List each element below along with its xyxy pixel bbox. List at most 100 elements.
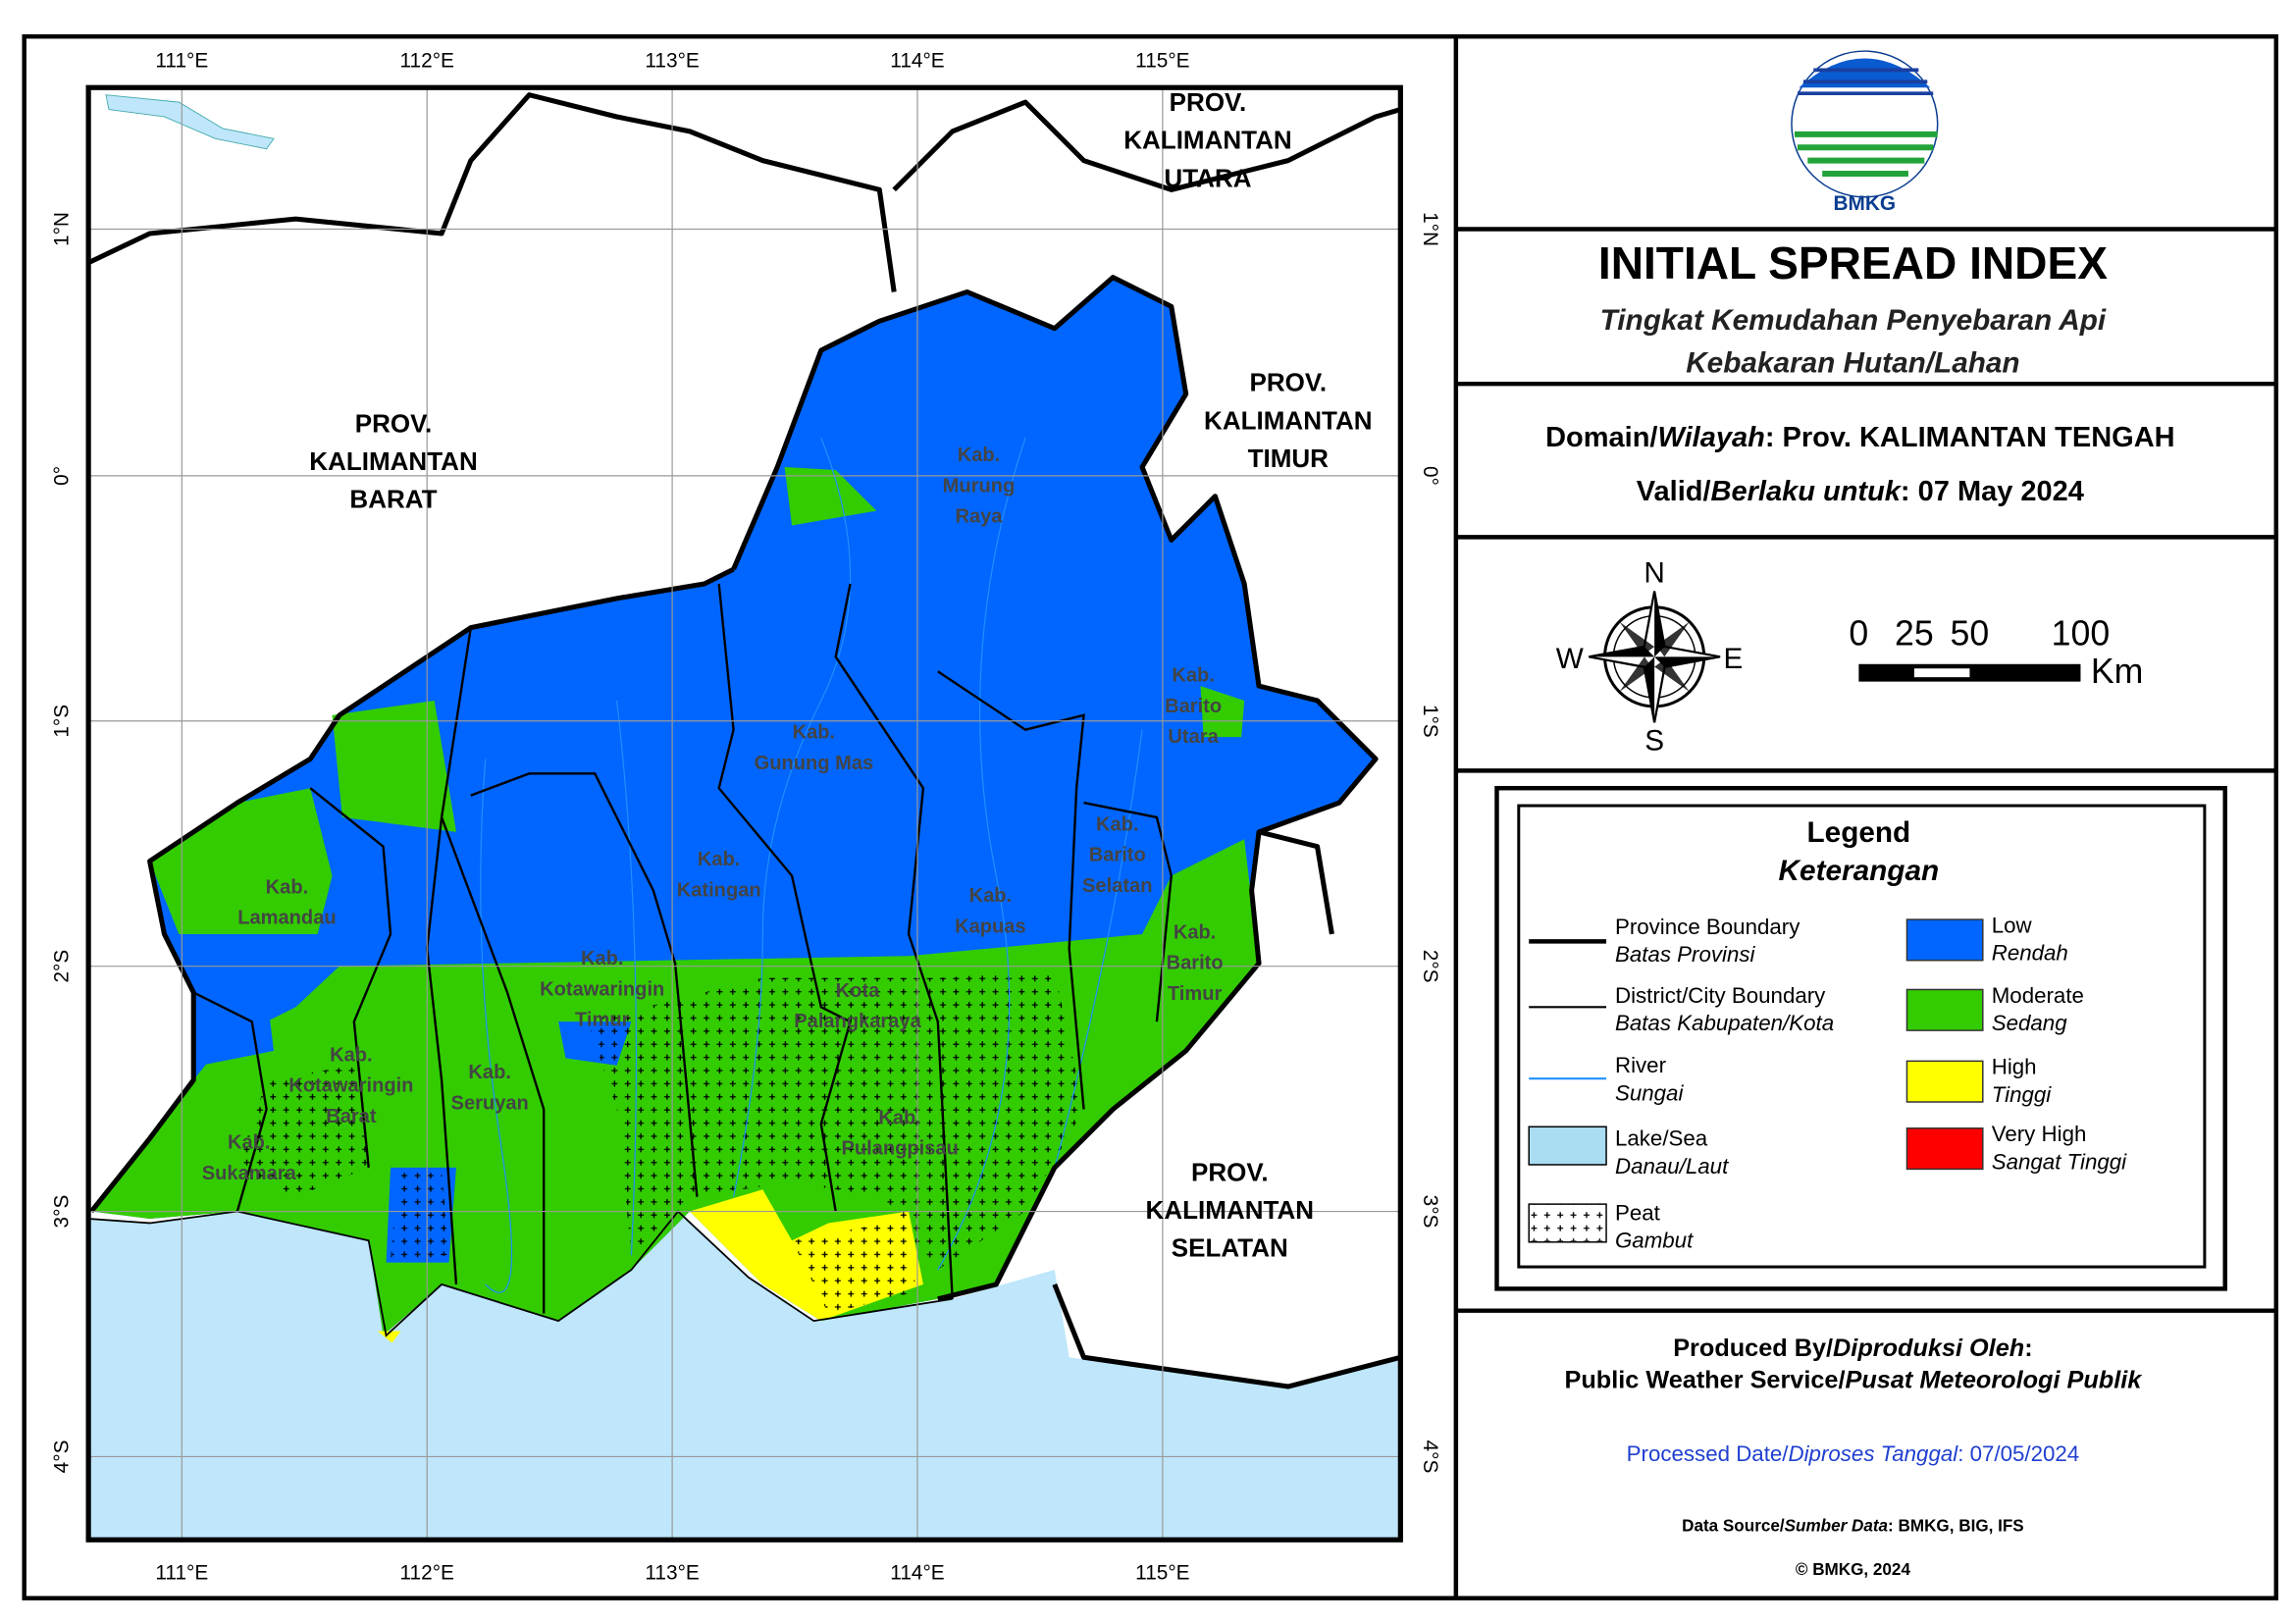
province-label: BARAT — [349, 485, 437, 514]
lat-tick-label: 0° — [50, 466, 73, 486]
scale-tick-label: 100 — [2052, 613, 2111, 653]
district-label: Sukamara — [202, 1163, 297, 1184]
map: PROV. KALIMANTAN UTARA PROV. KALIMANTAN BARAT… — [88, 87, 1401, 1541]
legend-swatch — [1905, 1060, 1984, 1103]
producer: Public Weather Service/Pusat Meteorologi… — [1564, 1367, 2143, 1394]
subtitle: Tingkat Kemudahan Penyebaran Api — [1600, 304, 2107, 337]
compass-label: E — [1724, 643, 1744, 675]
compass-label: N — [1644, 556, 1664, 589]
lon-tick-label: 115°E — [1135, 49, 1189, 72]
province-label: KALIMANTAN — [1123, 126, 1291, 155]
legend-subtitle: Keterangan — [1779, 855, 1940, 887]
province-label: KALIMANTAN — [1146, 1195, 1314, 1225]
district-label: Kota — [836, 980, 880, 1002]
province-label: KALIMANTAN — [309, 446, 477, 476]
lat-tick-label: 4°S — [50, 1440, 73, 1474]
legend-sublabel: Rendah — [1992, 941, 2068, 966]
lat-tick-label: 3°S — [50, 1195, 73, 1229]
lat-tick-label: 2°S — [50, 950, 73, 983]
scale-tick-label: 0 — [1849, 613, 1868, 653]
lat-tick-label: 1°N — [1419, 212, 1441, 246]
scale-tick-label: 50 — [1951, 613, 1990, 653]
outer-border — [22, 33, 2278, 1600]
district-label: Kab. — [878, 1107, 921, 1128]
lat-tick-label: 2°S — [1419, 950, 1441, 983]
legend-swatch — [1905, 988, 1984, 1031]
legend-sublabel: Sungai — [1615, 1081, 1684, 1106]
district-label: Kab. — [266, 876, 309, 898]
lon-tick-label: 114°E — [890, 1561, 944, 1584]
legend-swatches — [1528, 939, 1607, 1243]
legend-sublabel: Batas Provinsi — [1615, 942, 1756, 967]
valid-date: Valid/Berlaku untuk: 07 May 2024 — [1637, 476, 2084, 507]
district-label: Utara — [1168, 726, 1219, 748]
district-label: Gunung Mas — [755, 753, 874, 774]
processed-date: Processed Date/Diproses Tanggal: 07/05/2… — [1627, 1441, 2080, 1466]
district-label: Timur — [1168, 983, 1223, 1005]
district-label: Kapuas — [955, 916, 1026, 937]
compass: N S E W — [1556, 556, 1744, 757]
province-label: SELATAN — [1172, 1233, 1288, 1263]
district-label: Barat — [326, 1106, 377, 1127]
lon-tick-label: 112°E — [400, 49, 454, 72]
province-label: PROV. — [1250, 368, 1328, 397]
subtitle: Kebakaran Hutan/Lahan — [1686, 346, 2019, 379]
data-source: Data Source/Sumber Data: BMKG, BIG, IFS — [1682, 1516, 2024, 1535]
legend-sublabel: Gambut — [1615, 1229, 1694, 1253]
legend-sublabel: Tinggi — [1992, 1082, 2053, 1107]
legend-label: Province Boundary — [1615, 915, 1800, 939]
district-label: Kab. — [1096, 813, 1139, 835]
province-label: PROV. — [355, 408, 433, 438]
lon-tick-label: 114°E — [890, 49, 944, 72]
province-label: UTARA — [1164, 163, 1251, 192]
title: INITIAL SPREAD INDEX — [1598, 237, 2108, 288]
legend-label: High — [1992, 1055, 2037, 1079]
province-label: PROV. — [1170, 87, 1247, 117]
district-label: Palangkaraya — [794, 1011, 921, 1032]
logo-text: BMKG — [1834, 192, 1897, 215]
district-label: Kab. — [793, 722, 836, 744]
legend-label: Peat — [1615, 1200, 1661, 1225]
logo: BMKG — [1791, 50, 1939, 215]
lon-tick-label: 111°E — [155, 1561, 208, 1584]
legend-label: River — [1615, 1053, 1667, 1077]
lon-tick-label: 113°E — [645, 49, 699, 72]
district-label: Selatan — [1082, 875, 1152, 897]
province-label: TIMUR — [1248, 444, 1330, 473]
district-label: Barito — [1165, 696, 1222, 717]
lat-tick-label: 4°S — [1419, 1440, 1441, 1474]
legend-label: Moderate — [1992, 983, 2084, 1008]
legend-sublabel: Sangat Tinggi — [1992, 1149, 2127, 1174]
district-label: Kab. — [468, 1062, 511, 1083]
copyright: © BMKG, 2024 — [1796, 1560, 1911, 1579]
district-label: Timur — [575, 1010, 630, 1031]
compass-label: W — [1556, 643, 1584, 675]
produced-by: Produced By/Diproduksi Oleh: — [1673, 1335, 2032, 1362]
district-label: Barito — [1089, 845, 1146, 866]
lon-tick-label: 115°E — [1135, 1561, 1189, 1584]
lat-tick-label: 1°S — [50, 705, 73, 738]
lat-tick-label: 1°S — [1419, 705, 1441, 738]
district-label: Kab. — [969, 885, 1013, 907]
scale-bar: 0 25 50 100 Km — [1849, 613, 2143, 691]
scale-tick-label: 25 — [1895, 613, 1934, 653]
district-label: Raya — [955, 505, 1003, 527]
map-frame — [85, 84, 1403, 1543]
district-label: Pulangpisau — [841, 1138, 958, 1160]
lon-tick-label: 111°E — [155, 49, 208, 72]
district-label: Murung — [943, 475, 1016, 497]
district-label: Katingan — [677, 879, 761, 901]
legend-label: Lake/Sea — [1615, 1126, 1708, 1151]
compass-label: S — [1644, 725, 1664, 758]
lat-tick-label: 3°S — [1419, 1195, 1441, 1229]
district-label: Kab. — [330, 1044, 373, 1066]
legend-sublabel: Batas Kabupaten/Kota — [1615, 1011, 1834, 1035]
lon-tick-label: 112°E — [400, 1561, 454, 1584]
district-label: Lamandau — [237, 908, 336, 929]
scale-unit: Km — [2091, 652, 2144, 691]
legend-title: Legend — [1807, 816, 1911, 849]
legend-sublabel: Sedang — [1992, 1011, 2067, 1035]
legend-label: Low — [1992, 913, 2033, 937]
district-label: Kab. — [698, 849, 741, 870]
sea — [88, 1211, 1401, 1541]
